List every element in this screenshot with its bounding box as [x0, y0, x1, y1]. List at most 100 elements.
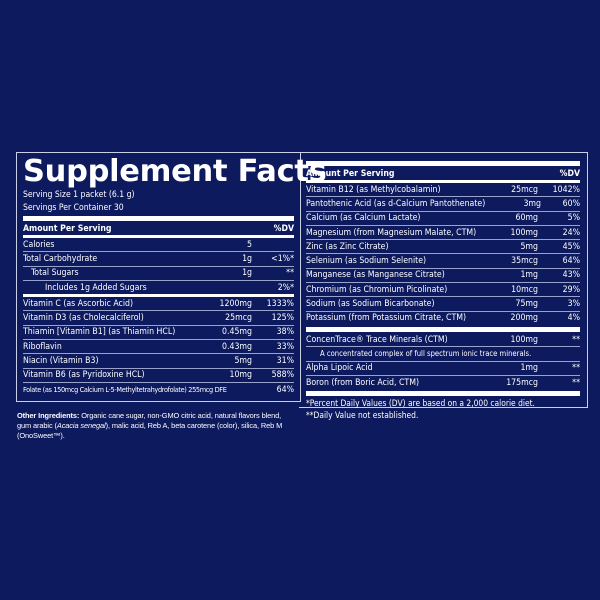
serving-size: Serving Size 1 packet (6.1 g) [23, 190, 135, 200]
panel-title: Supplement Facts [23, 154, 327, 189]
nutrient-dv: 125% [271, 313, 294, 324]
table-row: Total Carbohydrate 1g <1%* [23, 252, 294, 267]
table-row: Total Sugars 1g ** [23, 267, 294, 281]
table-row: Folate (as 150mcg Calcium L-5-Methyltetr… [23, 383, 294, 396]
table-row: Manganese (as Manganese Citrate) 1mg 43% [306, 269, 580, 284]
nutrient-amount: 10mg [229, 370, 252, 381]
table-row: Vitamin B12 (as Methylcobalamin) 25mcg 104… [306, 183, 580, 198]
table-row: Selenium (as Sodium Selenite) 35mcg 64% [306, 254, 580, 269]
nutrient-amount: 25mcg [511, 184, 538, 195]
nutrient-dv: 1042% [552, 184, 580, 195]
thick-divider [306, 326, 580, 332]
nutrient-name: Boron (from Boric Acid, CTM) [306, 377, 419, 388]
servings-per-container: Servings Per Container 30 [23, 202, 124, 213]
table-row: Niacin (Vitamin B3) 5mg 31% [23, 354, 294, 369]
nutrient-name: Chromium (as Chromium Picolinate) [306, 284, 448, 295]
nutrient-name: Total Carbohydrate [23, 253, 98, 264]
nutrient-amount: 0.45mg [222, 327, 252, 338]
other-ingredients: Other Ingredients: Organic cane sugar, n… [17, 411, 297, 441]
nutrient-dv: 1333% [266, 298, 294, 309]
nutrient-amount: 10mcg [511, 284, 538, 295]
nutrient-name: Calories [23, 239, 55, 250]
nutrient-name: Magnesium (from Magnesium Malate, CTM) [306, 227, 477, 238]
nutrient-dv: ** [286, 268, 294, 279]
nutrient-amount: 1g [242, 268, 252, 279]
table-row: Riboflavin 0.43mg 33% [23, 340, 294, 355]
nutrient-dv: 4% [567, 313, 580, 324]
table-row: Vitamin B6 (as Pyridoxine HCL) 10mg 588% [23, 369, 294, 383]
right-other-list: ConcenTrace® Trace Minerals (CTM) 100mg **… [306, 333, 580, 389]
table-header: Amount Per Serving %DV [23, 222, 294, 238]
nutrient-dv: 33% [276, 341, 294, 352]
nutrient-name: Vitamin D3 (as Cholecalciferol) [23, 313, 144, 324]
nutrient-dv: 43% [562, 270, 580, 281]
dv-header: %DV [559, 168, 580, 179]
nutrient-name: Vitamin C (as Ascorbic Acid) [23, 298, 134, 309]
table-row: ConcenTrace® Trace Minerals (CTM) 100mg ** [306, 333, 580, 348]
table-row: Calories 5 [23, 238, 294, 253]
nutrient-dv: 588% [271, 370, 294, 381]
nutrient-amount: 3mg [523, 198, 541, 209]
nutrient-name: Vitamin B6 (as Pyridoxine HCL) [23, 370, 145, 381]
nutrient-amount: 0.43mg [222, 341, 252, 352]
nutrient-dv: 3% [567, 299, 580, 310]
nutrient-amount: 1g [242, 253, 252, 264]
nutrient-dv: 31% [276, 356, 294, 367]
nutrient-dv: ** [572, 363, 580, 374]
left-nutrient-list: Calories 5 Total Carbohydrate 1g <1%* Total S… [23, 238, 294, 396]
nutrient-dv: 64% [276, 384, 294, 395]
table-header: Amount Per Serving %DV [306, 167, 580, 183]
nutrient-amount: 60mg [515, 213, 538, 224]
nutrient-dv: 24% [562, 227, 580, 238]
nutrient-amount: 75mg [515, 299, 538, 310]
nutrient-dv: 29% [562, 284, 580, 295]
table-row: Potassium (from Potassium Citrate, CTM) 2… [306, 312, 580, 325]
nutrient-amount: 1mg [520, 270, 538, 281]
nutrient-amount: 100mg [510, 334, 539, 345]
ingredients-text-end: ), malic acid, Reb A, beta carotene (col… [17, 421, 283, 440]
ingredients-italic: Acacia senegal [56, 421, 106, 430]
nutrient-name: Sodium (as Sodium Bicarbonate) [306, 299, 435, 310]
nutrient-dv: 38% [276, 327, 294, 338]
nutrient-name: Vitamin B12 (as Methylcobalamin) [306, 184, 441, 195]
table-row: Vitamin D3 (as Cholecalciferol) 25mcg 125% [23, 311, 294, 326]
thick-divider [23, 216, 294, 221]
nutrient-dv: 2%* [277, 282, 294, 293]
table-row: Pantothenic Acid (as d-Calcium Pantothen… [306, 197, 580, 212]
supplement-facts-panel-right: Amount Per Serving %DV Vitamin B12 (as M… [299, 152, 588, 420]
footnote-not-established: **Daily Value not established. [306, 410, 419, 421]
nutrient-amount: 25mcg [225, 313, 252, 324]
nutrient-amount: 5 [247, 239, 252, 250]
nutrient-name: Zinc (as Zinc Citrate) [306, 241, 389, 252]
table-row: Sodium (as Sodium Bicarbonate) 75mg 3% [306, 297, 580, 312]
table-row: Chromium (as Chromium Picolinate) 10mcg 29… [306, 283, 580, 298]
table-row: Thiamin [Vitamin B1] (as Thiamin HCL) 0.4… [23, 326, 294, 341]
nutrient-name: Riboflavin [23, 341, 62, 352]
nutrient-name: Calcium (as Calcium Lactate) [306, 213, 421, 224]
table-row: Includes 1g Added Sugars 2%* [23, 281, 294, 298]
dv-header: %DV [273, 223, 294, 234]
thick-divider [306, 391, 580, 397]
table-row: Vitamin C (as Ascorbic Acid) 1200mg 1333% [23, 297, 294, 312]
table-row: Calcium (as Calcium Lactate) 60mg 5% [306, 212, 580, 226]
nutrient-name: Selenium (as Sodium Selenite) [306, 256, 427, 267]
nutrient-dv: <1%* [271, 253, 294, 264]
nutrient-dv: 45% [562, 241, 580, 252]
nutrient-amount: 5mg [234, 356, 252, 367]
nutrient-name: ConcenTrace® Trace Minerals (CTM) [306, 334, 448, 345]
table-row: Magnesium (from Magnesium Malate, CTM) 10… [306, 226, 580, 241]
nutrient-name: Total Sugars [31, 268, 79, 279]
nutrient-amount: 100mg [510, 227, 539, 238]
nutrient-name: Potassium (from Potassium Citrate, CTM) [306, 313, 467, 324]
nutrient-amount: 1mg [520, 363, 538, 374]
nutrient-name: Niacin (Vitamin B3) [23, 356, 99, 367]
table-row: Alpha Lipoic Acid 1mg ** [306, 362, 580, 376]
amount-header: Amount Per Serving [23, 223, 112, 234]
nutrient-amount: 1200mg [219, 298, 252, 309]
nutrient-name: Thiamin [Vitamin B1] (as Thiamin HCL) [23, 327, 176, 338]
nutrient-dv: 5% [567, 213, 580, 224]
supplement-facts-panel-left: Supplement Facts Serving Size 1 packet (… [16, 152, 327, 402]
nutrient-dv: 60% [562, 198, 580, 209]
amount-header: Amount Per Serving [306, 168, 395, 179]
nutrient-amount: 175mcg [506, 377, 538, 388]
